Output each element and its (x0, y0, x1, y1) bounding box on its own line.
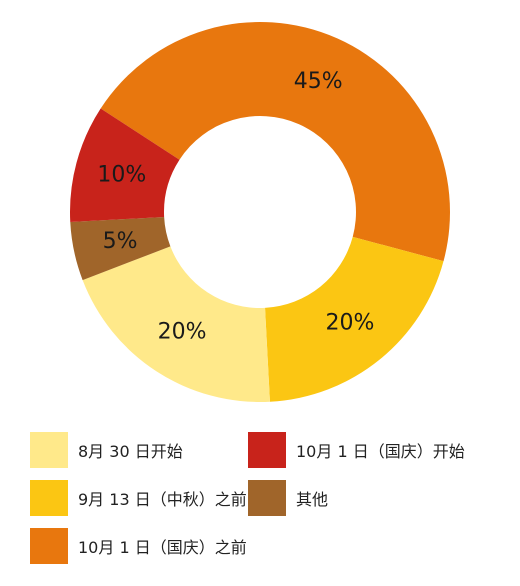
donut-slice (70, 217, 171, 281)
legend-label: 8月 30 日开始 (78, 442, 183, 461)
legend-label: 9月 13 日（中秋）之前 (78, 490, 247, 509)
donut-slice (100, 21, 451, 262)
legend-item: 10月 1 日（国庆）开始 (248, 432, 465, 468)
donut-chart: 45% 20% 20% 5% 10% (70, 21, 451, 402)
legend-item: 8月 30 日开始 (30, 432, 183, 468)
slice-value-label: 10% (97, 162, 146, 187)
donut-slice (70, 108, 180, 222)
slice-value-label: 45% (294, 69, 343, 94)
slice-value-label: 20% (158, 319, 207, 344)
legend-swatch (248, 432, 286, 468)
donut-slice (265, 236, 444, 402)
chart-legend: 8月 30 日开始 10月 1 日（国庆）开始 9月 13 日（中秋）之前 其他… (0, 428, 520, 578)
legend-swatch (30, 528, 68, 564)
legend-swatch (248, 480, 286, 516)
legend-label: 10月 1 日（国庆）开始 (296, 442, 465, 461)
donut-slice (82, 246, 270, 402)
donut-chart-svg: 45% 20% 20% 5% 10% (70, 21, 451, 402)
legend-label: 其他 (296, 490, 329, 509)
legend-item: 9月 13 日（中秋）之前 (30, 480, 247, 516)
legend-item: 其他 (248, 480, 328, 516)
legend-item: 10月 1 日（国庆）之前 (30, 528, 247, 564)
legend-swatch (30, 480, 68, 516)
legend-label: 10月 1 日（国庆）之前 (78, 538, 247, 557)
slice-value-label: 5% (103, 229, 138, 254)
legend-swatch (30, 432, 68, 468)
slice-value-label: 20% (326, 311, 375, 336)
